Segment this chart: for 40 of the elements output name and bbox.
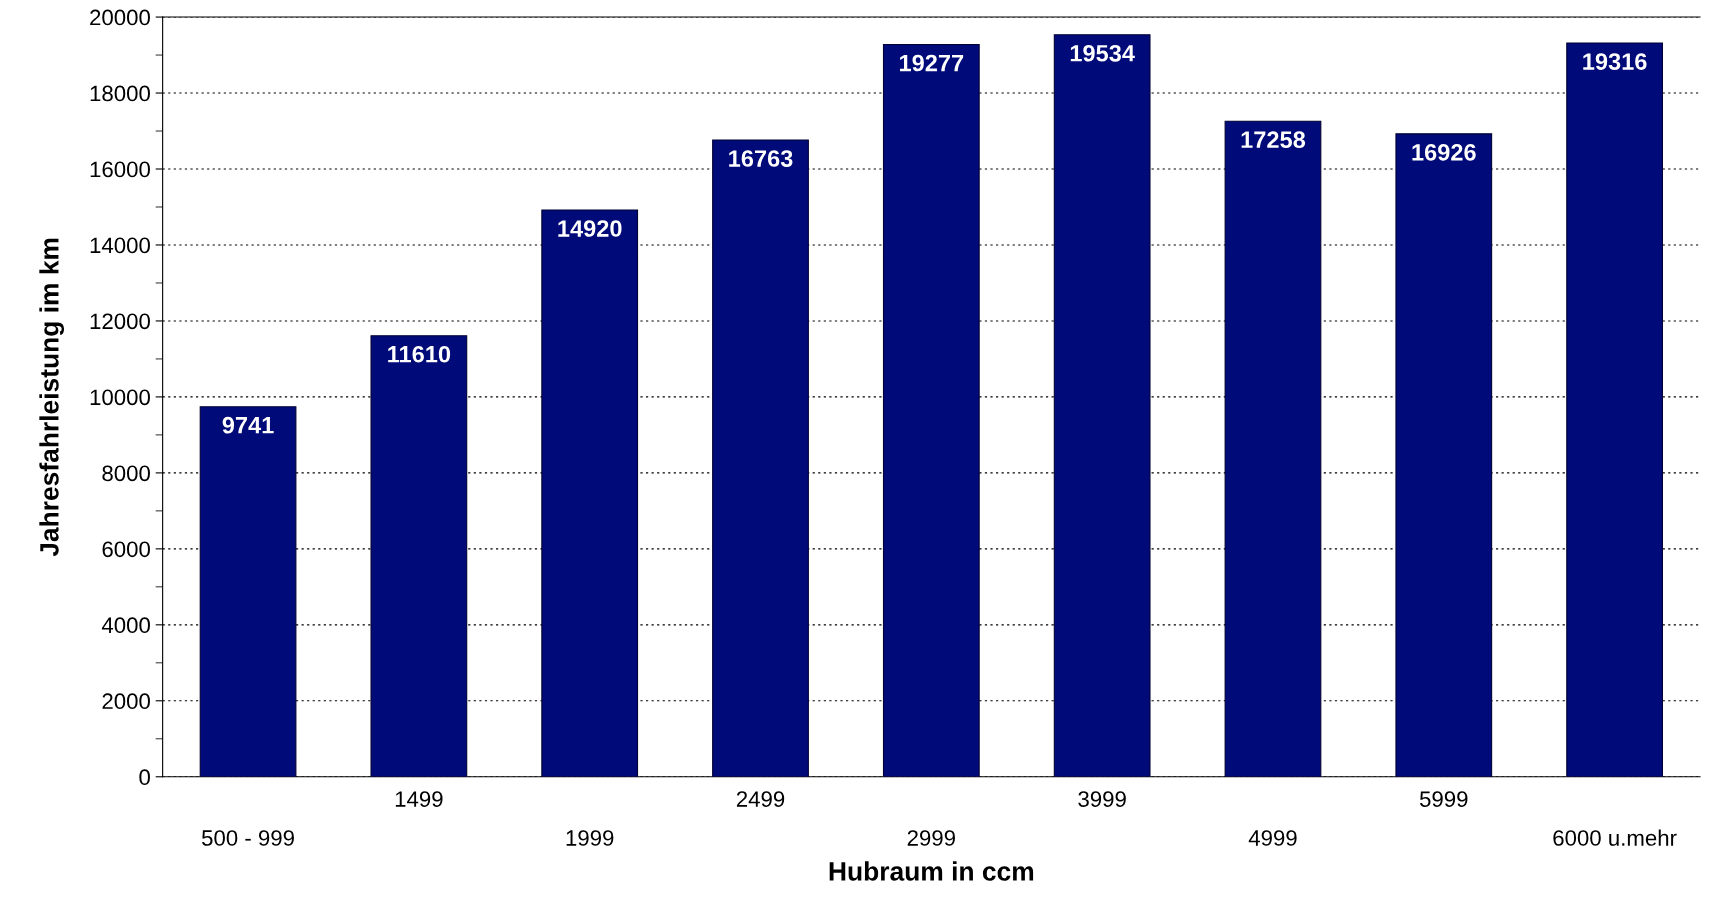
bar [1566,42,1663,777]
x-tick-label: 1999 [566,830,614,846]
data-label: 14920 [558,220,622,237]
x-tick-label: 5999 [1419,791,1468,807]
x-tick-label: 2499 [736,791,785,807]
data-label: 16763 [729,150,793,167]
y-tick-label: 8000 [102,465,150,482]
y-tick-label: 4000 [101,617,150,634]
y-tick-label: 10000 [90,389,150,406]
data-label: 17258 [1241,131,1306,149]
data-label: 19534 [1070,44,1135,62]
x-tick-label: 2999 [907,830,955,846]
data-label: 11610 [388,345,451,363]
y-tick-label: 6000 [102,541,150,558]
x-axis-title: Hubraum in ccm [829,861,1034,881]
x-tick-label: 500 - 999 [201,830,294,846]
bar [541,209,639,777]
x-tick-label: 3999 [1078,791,1126,807]
x-tick-label: 1499 [395,791,443,807]
bar [199,406,297,777]
y-tick-label: 12000 [90,313,150,330]
y-tick-label: 20000 [90,9,150,26]
bar [370,335,468,777]
y-tick-label: 0 [139,769,150,786]
data-label: 19316 [1583,53,1647,70]
bar [1224,120,1322,777]
data-label: 16926 [1412,143,1476,161]
y-tick-label: 2000 [102,693,150,710]
bar [712,139,809,777]
x-tick-label: 6000 u.mehr [1553,829,1677,846]
data-label: 9741 [222,416,274,434]
bar [1053,34,1151,777]
y-tick-label: 14000 [90,237,150,254]
y-tick-label: 18000 [90,85,150,102]
bar [1395,133,1493,777]
y-axis-title: Jahresfahrleistung im km [39,238,65,557]
data-label: 19277 [899,54,964,72]
y-tick-label: 16000 [90,161,150,178]
x-tick-label: 4999 [1248,830,1297,846]
bar [882,43,980,777]
